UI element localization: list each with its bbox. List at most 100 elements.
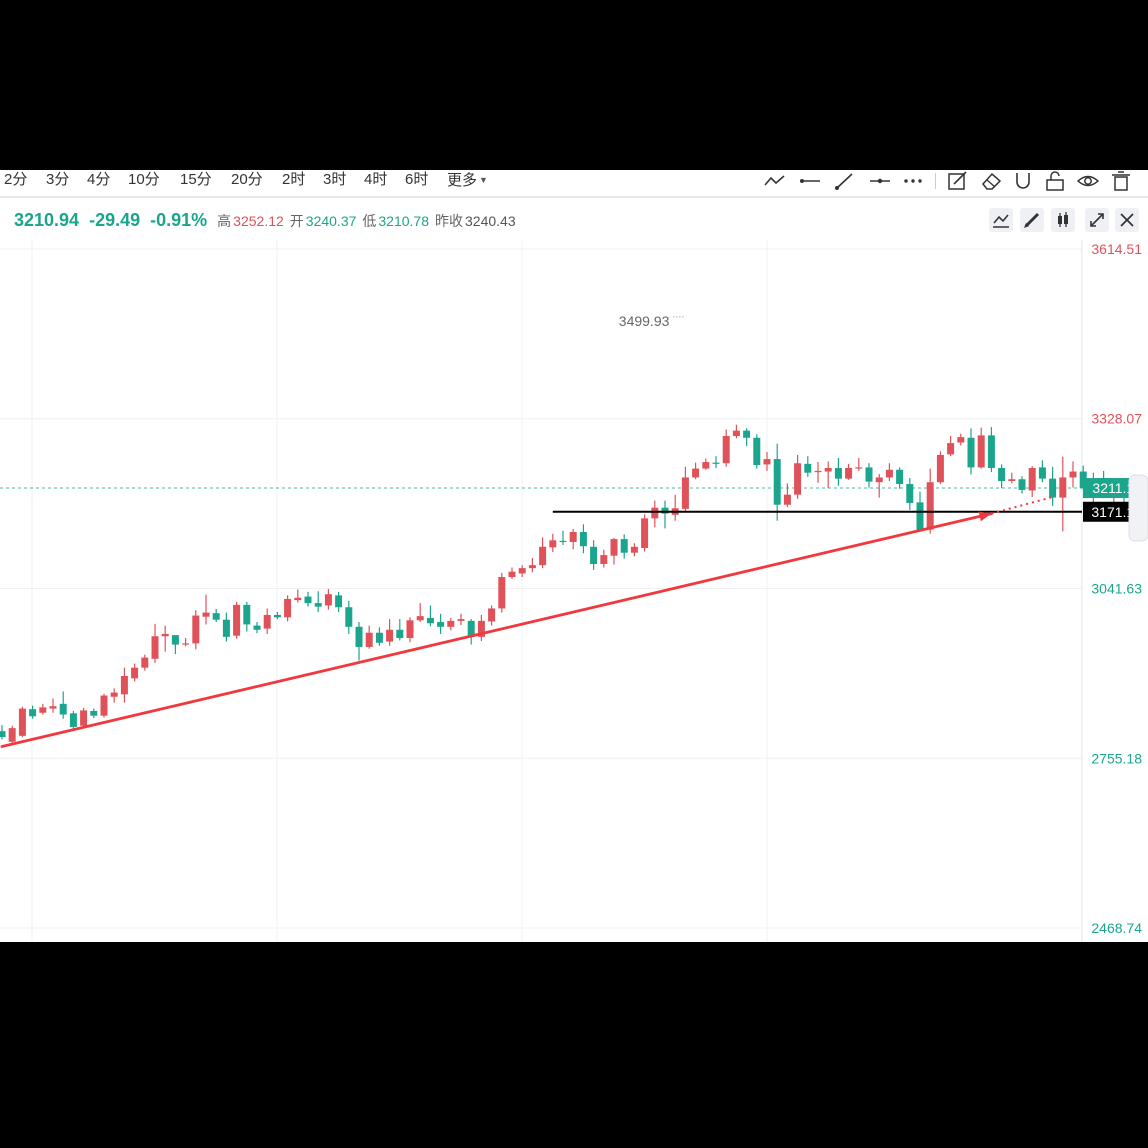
candle-body	[569, 531, 577, 543]
candle-body	[1028, 467, 1036, 491]
ray-icon[interactable]	[833, 171, 857, 191]
candle-body	[29, 709, 37, 717]
candle-body	[1018, 479, 1026, 490]
candle-body	[559, 540, 567, 543]
open-label: 开	[289, 213, 304, 229]
horizontal-line-icon[interactable]	[868, 171, 892, 191]
candle-body	[8, 728, 16, 742]
candle-body	[743, 430, 751, 438]
open-value: 3240.37	[305, 213, 357, 229]
candlestick-chart[interactable]: 3614.51 3328.07 3041.63 2755.18 2468.74 3499.…	[0, 170, 1148, 942]
draw-icon[interactable]	[1020, 208, 1044, 232]
candle-body	[294, 597, 302, 601]
candle-body	[1038, 467, 1046, 479]
timeframe-3m[interactable]: 3分	[46, 171, 70, 188]
candle-body	[131, 667, 139, 679]
candle-body	[763, 459, 771, 465]
high-value: 3252.12	[233, 213, 284, 229]
chart-toolbar: 2分 3分 4分 10分 15分 20分 2时 3时 4时 6时 更多 ▼	[0, 170, 1148, 198]
candle-body	[610, 539, 618, 556]
timeframe-4m[interactable]: 4分	[87, 171, 111, 188]
price-change-percent: -0.91%	[150, 210, 208, 230]
candle-body	[406, 620, 414, 639]
candle-body	[549, 540, 557, 548]
candle-body	[437, 622, 445, 627]
trend-line-arrowhead	[978, 511, 992, 522]
timeframe-15m[interactable]: 15分	[180, 171, 212, 188]
price-change: -29.49	[89, 210, 141, 230]
candle-body	[314, 603, 322, 607]
candle-body	[488, 608, 496, 622]
trend-line	[0, 512, 993, 748]
trend-line-icon[interactable]	[763, 171, 787, 191]
prev-close-value: 3240.43	[465, 213, 516, 229]
candle-body	[916, 502, 924, 531]
prev-close-label: 昨收	[435, 213, 463, 229]
more-timeframes-dropdown[interactable]: 更多 ▼	[447, 170, 488, 192]
lock-icon[interactable]	[1043, 171, 1067, 191]
quote-bar: 3210.94 -29.49 -0.91% 高 3252.12 开 3240.37 低 3210…	[0, 206, 522, 234]
candle-body	[620, 539, 628, 553]
candle-body	[936, 454, 944, 483]
eye-icon[interactable]	[1076, 171, 1100, 191]
more-tools-icon[interactable]	[901, 171, 925, 191]
candle-body	[80, 710, 88, 726]
candle-body	[712, 462, 720, 464]
candle-body	[834, 467, 842, 479]
candle-body	[630, 546, 638, 553]
candle-body	[967, 437, 975, 468]
candle-body	[284, 598, 292, 618]
edit-note-icon[interactable]	[946, 171, 970, 191]
last-price: 3210.94	[14, 210, 80, 230]
more-timeframes-label: 更多	[447, 172, 478, 189]
candle-body	[998, 467, 1006, 482]
candle-body	[1008, 479, 1016, 482]
candle-body	[253, 625, 261, 630]
candle-body	[804, 463, 812, 473]
candle-type-icon[interactable]	[1051, 208, 1075, 232]
candle-body	[702, 462, 710, 469]
eraser-icon[interactable]	[979, 171, 1003, 191]
timeframe-3h[interactable]: 3时	[323, 171, 347, 188]
low-label: 低	[362, 213, 377, 229]
candle-body	[151, 636, 159, 659]
candle-body	[477, 620, 485, 637]
high-label: 高	[217, 213, 232, 229]
candle-body	[641, 518, 649, 548]
trash-icon[interactable]	[1109, 171, 1133, 191]
price-axis-scroll-handle[interactable]	[1128, 474, 1148, 542]
candle-body	[681, 477, 689, 509]
candle-body	[773, 459, 781, 505]
candle-body	[518, 568, 526, 574]
candle-body	[1049, 478, 1057, 498]
candle-body	[457, 619, 465, 621]
candle-body	[865, 467, 873, 482]
magnet-icon[interactable]	[1011, 171, 1035, 191]
y-axis-tick-label: 3614.51	[1091, 241, 1142, 257]
candle-body	[692, 468, 700, 478]
timeframe-2m[interactable]: 2分	[4, 171, 28, 188]
candle-body	[845, 467, 853, 479]
horizontal-ray-icon[interactable]	[798, 171, 822, 191]
timeframe-6h[interactable]: 6时	[405, 171, 429, 188]
timeframe-10m[interactable]: 10分	[128, 171, 160, 188]
candle-body	[233, 604, 241, 636]
timeframe-2h[interactable]: 2时	[282, 171, 306, 188]
candle-body	[987, 435, 995, 468]
close-icon[interactable]	[1115, 208, 1139, 232]
low-value: 3210.78	[378, 213, 429, 229]
timeframe-4h[interactable]: 4时	[364, 171, 388, 188]
candle-body	[182, 643, 190, 645]
fullscreen-icon[interactable]	[1085, 208, 1109, 232]
candle-body	[375, 632, 383, 643]
candle-body	[59, 703, 67, 715]
candle-body	[783, 494, 791, 505]
candle-body	[49, 706, 57, 709]
max-annotation-label: 3499.93	[619, 313, 670, 329]
candle-body	[926, 482, 934, 530]
candle-body	[539, 546, 547, 566]
candle-body	[222, 619, 230, 637]
kline-app: 2分 3分 4分 10分 15分 20分 2时 3时 4时 6时 更多 ▼ 321…	[0, 170, 1148, 942]
timeframe-20m[interactable]: 20分	[231, 171, 263, 188]
line-style-icon[interactable]	[989, 208, 1013, 232]
